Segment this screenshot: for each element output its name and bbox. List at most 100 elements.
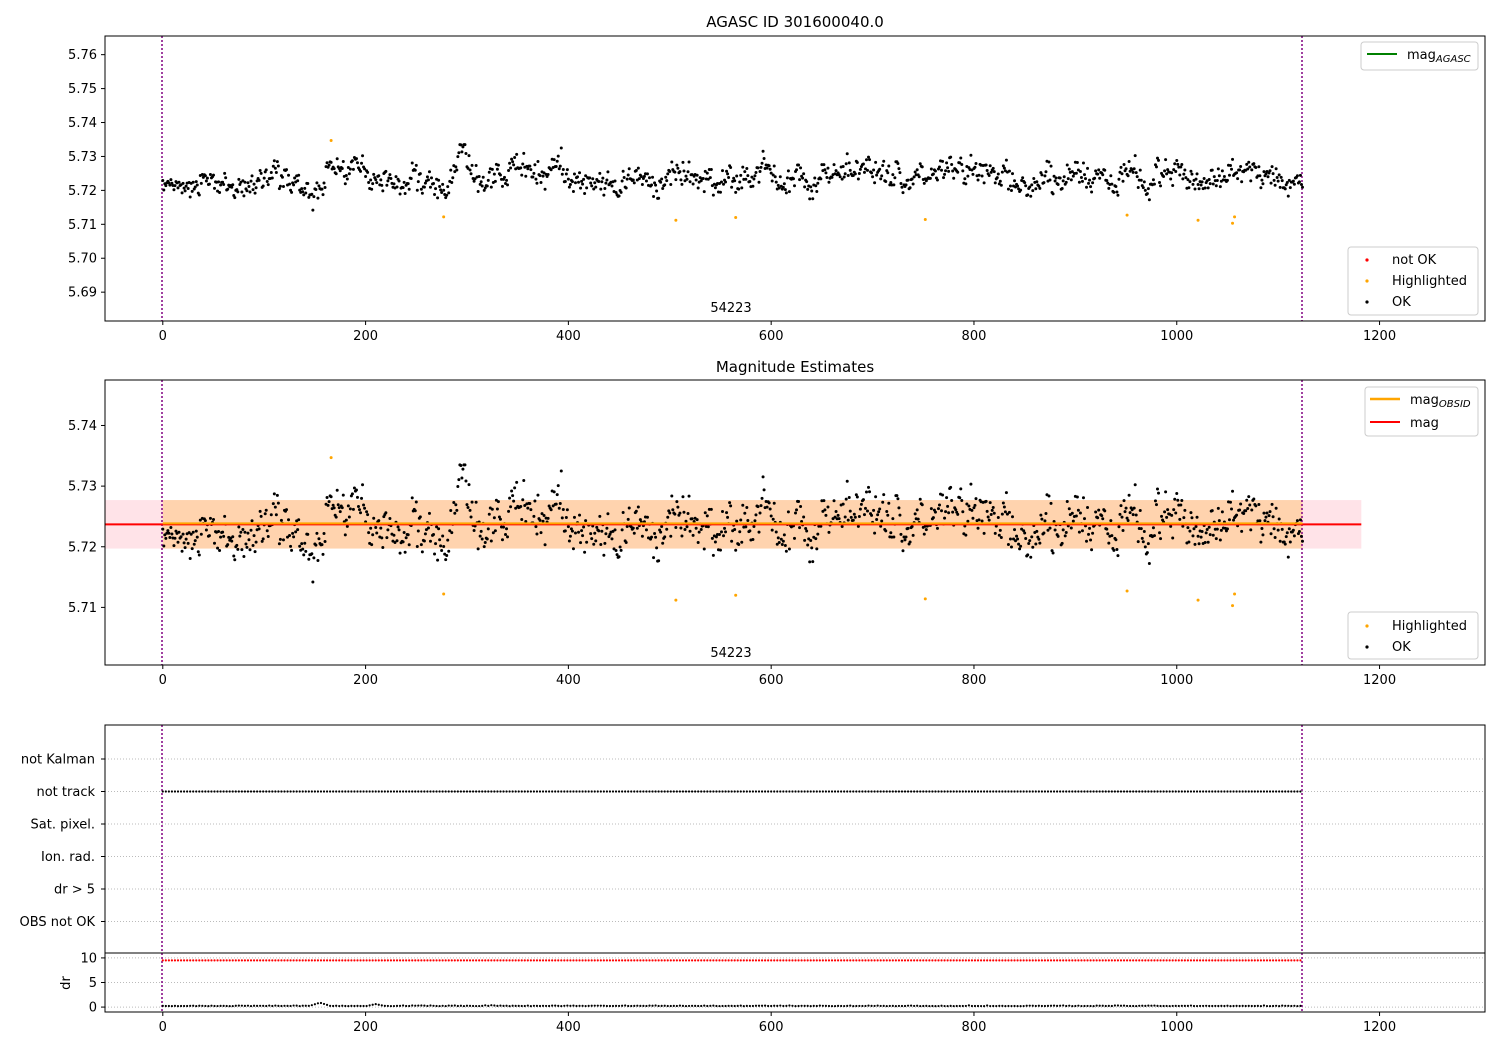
ok-point — [306, 181, 310, 185]
dr-reference-point — [645, 959, 648, 962]
ok-point — [1181, 524, 1185, 528]
dr-reference-point — [535, 959, 539, 962]
not-track-point — [730, 790, 733, 793]
ok-point — [1186, 526, 1190, 530]
ok-point — [1048, 178, 1052, 182]
not-track-point — [1174, 790, 1177, 793]
ok-point — [208, 516, 212, 520]
not-track-point — [1299, 790, 1302, 793]
ok-point — [810, 546, 814, 550]
not-track-point — [511, 790, 514, 793]
ok-point — [583, 550, 587, 554]
ok-point — [170, 181, 174, 185]
dr-reference-point — [298, 959, 301, 962]
ok-point — [740, 540, 744, 544]
not-track-point — [1086, 790, 1089, 793]
ok-point — [777, 540, 781, 544]
ok-point — [941, 493, 945, 497]
ok-point — [413, 168, 417, 172]
ok-point — [350, 492, 354, 496]
dr-reference-point — [1098, 959, 1101, 962]
dr-reference-point — [262, 959, 265, 962]
dr-point — [1122, 1004, 1126, 1007]
not-track-point — [313, 790, 316, 793]
dr-reference-point — [931, 959, 934, 962]
dr-reference-point — [514, 959, 517, 962]
not-track-point — [1247, 790, 1250, 793]
ok-point — [1032, 177, 1036, 181]
ok-point — [422, 185, 426, 189]
dr-reference-point — [587, 959, 590, 962]
not-track-point — [268, 790, 271, 793]
ok-point — [870, 513, 874, 517]
dr-point — [900, 1004, 904, 1008]
ok-point — [1010, 515, 1014, 519]
ok-point — [653, 531, 657, 535]
dr-reference-point — [283, 959, 286, 962]
ok-point — [1179, 503, 1183, 507]
dr-reference-point — [551, 959, 554, 962]
dr-point — [231, 1004, 234, 1008]
dr-reference-point — [456, 959, 459, 962]
dr-point — [1183, 1004, 1186, 1007]
ok-point — [1176, 162, 1180, 166]
ok-point — [846, 518, 850, 522]
ok-point — [668, 511, 672, 515]
ok-point — [250, 519, 254, 523]
ok-point — [803, 538, 807, 542]
ok-point — [464, 479, 468, 483]
ok-point — [1143, 545, 1147, 549]
ok-point — [1261, 533, 1265, 537]
ok-point — [1190, 516, 1194, 520]
dr-reference-point — [1068, 959, 1071, 962]
ok-point — [1125, 516, 1129, 520]
dr-point — [870, 1004, 873, 1007]
ok-point — [253, 550, 257, 554]
ok-point — [936, 507, 940, 511]
dr-reference-point — [733, 959, 736, 962]
not-track-point — [505, 790, 508, 793]
dr-reference-point — [395, 959, 399, 962]
dr-reference-point — [983, 959, 986, 962]
dr-reference-point — [435, 959, 438, 962]
ok-point — [340, 167, 344, 171]
not-track-point — [304, 790, 307, 793]
ok-point — [1080, 529, 1084, 533]
dr-point — [1229, 1004, 1232, 1008]
ok-point — [288, 534, 292, 538]
dr-reference-point — [493, 959, 496, 962]
dr-reference-point — [1135, 959, 1138, 962]
ok-point — [496, 500, 500, 504]
dr-point — [745, 1004, 748, 1008]
ok-point — [320, 187, 324, 191]
ok-point — [950, 162, 954, 166]
dr-reference-point — [730, 959, 733, 962]
ok-point — [991, 505, 995, 509]
ok-point — [284, 508, 288, 512]
dr-reference-point — [170, 959, 174, 962]
ok-point — [257, 527, 261, 531]
dr-reference-point — [1205, 959, 1208, 962]
ok-point — [654, 183, 658, 187]
ok-point — [1193, 187, 1197, 191]
ok-point — [438, 538, 442, 542]
dr-reference-point — [1028, 959, 1031, 962]
dr-reference-point — [1040, 959, 1043, 962]
not-track-point — [1189, 790, 1193, 793]
ok-point — [338, 510, 342, 514]
not-track-point — [687, 790, 691, 793]
not-track-point — [1198, 790, 1202, 793]
dr-reference-point — [429, 959, 432, 962]
dr-point — [1101, 1004, 1104, 1007]
dr-reference-point — [1287, 959, 1290, 962]
dr-point — [554, 1004, 557, 1007]
dr-point — [444, 1004, 447, 1008]
ok-point — [884, 529, 888, 533]
ok-point — [164, 536, 168, 540]
ok-point — [461, 467, 465, 471]
not-track-point — [161, 790, 164, 793]
ok-point — [261, 184, 265, 188]
ok-point — [380, 183, 384, 187]
ok-point — [231, 535, 235, 539]
ok-point — [445, 553, 449, 557]
